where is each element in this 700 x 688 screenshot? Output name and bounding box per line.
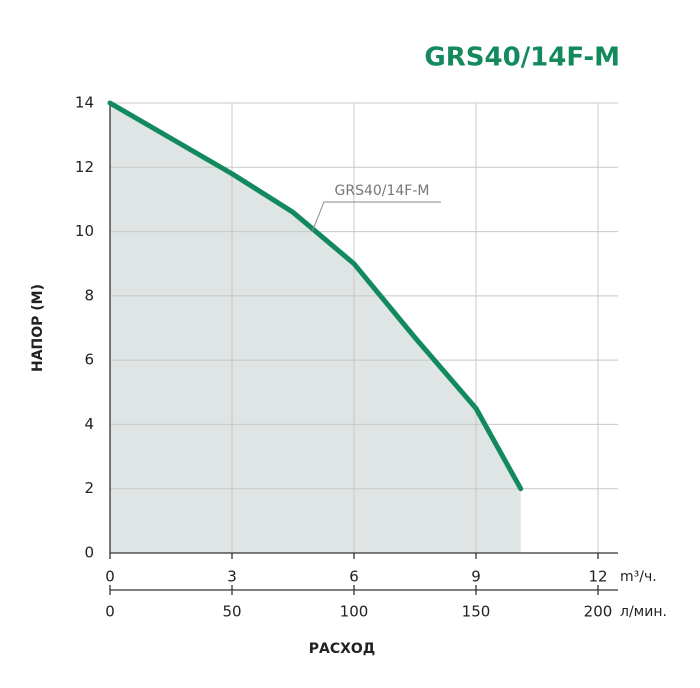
x2-tick-label: 150 (462, 603, 491, 621)
y-tick-label: 2 (84, 479, 94, 497)
x-tick-label: 3 (227, 568, 237, 586)
curve (107, 100, 524, 492)
y-axis-label: НАПОР (М) (30, 284, 46, 372)
x-unit: m³/ч. (620, 569, 657, 585)
y-tick-label: 8 (84, 286, 94, 304)
y-tick-label: 12 (75, 158, 94, 176)
y-tick-label: 0 (84, 544, 94, 562)
y-tick-label: 4 (84, 415, 94, 433)
x-axis-label: РАСХОД (309, 641, 376, 657)
y-tick-label: 14 (75, 94, 94, 112)
y-tick-label: 10 (75, 222, 94, 240)
x2-tick-label: 200 (584, 603, 613, 621)
curve-label: GRS40/14F-M (335, 183, 430, 199)
x2-unit: л/мин. (620, 604, 667, 620)
area (110, 103, 521, 553)
x-tick-label: 12 (588, 568, 607, 586)
x-tick-label: 9 (471, 568, 481, 586)
x2-tick-label: 50 (222, 603, 241, 621)
annotation-leader (311, 201, 441, 233)
x2-tick-label: 0 (105, 603, 115, 621)
x-tick-label: 0 (105, 568, 115, 586)
y-tick-label: 6 (84, 351, 94, 369)
x2-tick-label: 100 (340, 603, 369, 621)
chart-title: GRS40/14F-M (424, 43, 620, 73)
x-tick-label: 6 (349, 568, 359, 586)
